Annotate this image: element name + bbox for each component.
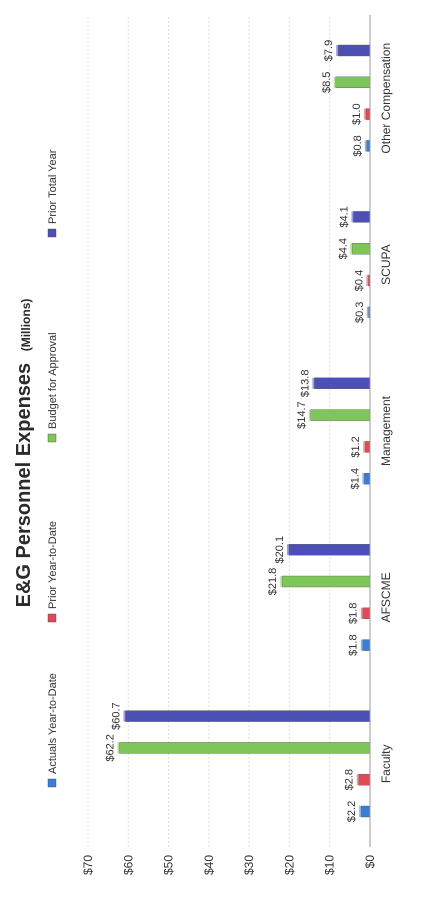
bar-4-3	[337, 44, 371, 57]
legend-swatch	[47, 433, 57, 443]
data-label: $0.8	[352, 135, 364, 156]
data-label: $8.5	[321, 72, 333, 93]
data-label: $60.7	[110, 702, 122, 730]
chart-title: E&G Personnel Expenses (Millions)	[13, 299, 35, 608]
y-tick-label: $20	[282, 855, 296, 875]
data-label: $0.4	[353, 270, 365, 291]
bar-cap-3-0	[366, 306, 369, 318]
bar-3-3	[353, 211, 371, 223]
legend-label: Actuals Year-to-Date	[47, 673, 59, 774]
bar-2-1	[364, 441, 371, 453]
data-label: $2.2	[346, 801, 358, 822]
bar-0-0	[360, 805, 371, 818]
bar-cap-4-1	[363, 108, 366, 120]
bar-cap-1-0	[360, 639, 363, 651]
data-label: $20.1	[274, 536, 286, 564]
x-category-label: SCUPA	[379, 244, 393, 284]
y-tick-label: $10	[323, 855, 337, 875]
x-category-label: Other Compensation	[379, 43, 393, 154]
axes: $0 $10 $20 $30 $40 $50 $60 $70 Faculty AFSCME Mana…	[81, 15, 393, 875]
bar-2-2	[310, 409, 371, 421]
x-category-label: Management	[379, 395, 393, 466]
bar-4-2	[335, 76, 371, 88]
bar-2-3	[314, 377, 371, 389]
data-label: $62.2	[104, 734, 116, 762]
data-label: $1.0	[351, 103, 363, 124]
y-tick-label: $70	[81, 855, 95, 875]
data-label: $0.3	[354, 302, 366, 323]
legend-label: Prior Total Year	[47, 149, 59, 224]
bar-4-1	[365, 108, 371, 120]
data-label: $2.8	[344, 769, 356, 790]
bar-0-3	[125, 710, 371, 722]
bar-2-0	[364, 473, 371, 485]
bar-cap-1-2	[280, 576, 283, 587]
y-tick-label: $50	[162, 855, 176, 875]
data-label: $1.8	[348, 603, 360, 624]
data-label: $14.7	[296, 401, 308, 429]
bars	[117, 44, 371, 818]
bar-cap-2-2	[308, 409, 311, 421]
bar-cap-2-0	[362, 473, 365, 485]
legend-swatch	[47, 613, 57, 623]
y-tick-label: $60	[121, 855, 135, 875]
y-tick-label: $40	[202, 855, 216, 875]
legend: Actuals Year-to-Date Prior Year-to-Date Bu…	[47, 149, 59, 788]
legend-swatch	[47, 778, 57, 788]
data-label: $4.4	[337, 238, 349, 259]
bar-cap-1-1	[360, 607, 363, 619]
x-category-label: Faculty	[379, 744, 393, 783]
legend-label: Prior Year-to-Date	[47, 521, 59, 609]
legend-label: Budget for Approval	[47, 332, 59, 429]
bar-cap-0-1	[356, 774, 359, 786]
gridlines	[87, 15, 371, 847]
bar-cap-3-1	[366, 275, 369, 286]
x-category-label: AFSCME	[379, 572, 393, 622]
bar-1-0	[362, 639, 371, 651]
chart-title-main: E&G Personnel Expenses	[13, 363, 35, 608]
bar-cap-4-2	[333, 76, 336, 88]
bar-1-1	[362, 607, 371, 619]
chart-subtitle: (Millions)	[19, 299, 33, 352]
bar-0-2	[119, 742, 371, 754]
data-label: $4.1	[338, 206, 350, 227]
data-label: $1.4	[349, 468, 361, 489]
data-label: $21.8	[267, 568, 279, 596]
bar-1-3	[288, 544, 371, 556]
data-label: $7.9	[323, 40, 335, 61]
y-tick-label: $0	[363, 855, 377, 869]
bar-cap-2-1	[363, 441, 366, 453]
bar-cap-4-0	[364, 140, 367, 152]
data-labels: $2.2 $2.8 $62.2 $60.7 $1.8 $1.8 $21.8 $20.1 $1.4…	[104, 40, 365, 822]
bar-cap-0-0	[359, 806, 362, 817]
bar-0-1	[358, 773, 371, 786]
bar-cap-0-3	[123, 710, 126, 722]
data-label: $1.2	[350, 436, 362, 457]
bar-cap-1-3	[287, 544, 290, 556]
bar-cap-3-2	[350, 243, 353, 255]
bar-cap-2-3	[312, 377, 315, 389]
bar-cap-3-3	[351, 211, 354, 223]
data-label: $1.8	[348, 634, 360, 655]
legend-swatch	[47, 228, 57, 238]
bar-3-2	[352, 243, 371, 255]
bar-cap-0-2	[117, 742, 120, 754]
bar-1-2	[281, 575, 371, 588]
y-tick-label: $30	[242, 855, 256, 875]
bar-cap-4-3	[336, 45, 339, 56]
data-label: $13.8	[299, 370, 311, 398]
